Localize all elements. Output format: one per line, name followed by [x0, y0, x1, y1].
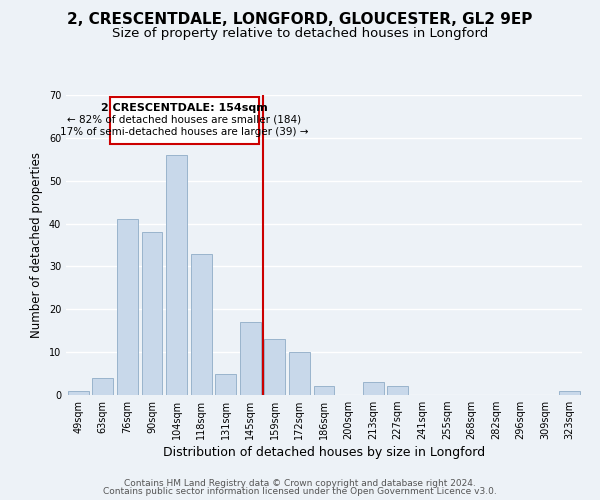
Bar	[387, 386, 408, 395]
Text: Contains public sector information licensed under the Open Government Licence v3: Contains public sector information licen…	[103, 487, 497, 496]
Text: 2 CRESCENTDALE: 154sqm: 2 CRESCENTDALE: 154sqm	[101, 102, 268, 113]
Bar	[117, 220, 138, 395]
Y-axis label: Number of detached properties: Number of detached properties	[30, 152, 43, 338]
Text: ← 82% of detached houses are smaller (184): ← 82% of detached houses are smaller (18…	[67, 114, 302, 124]
Text: 2, CRESCENTDALE, LONGFORD, GLOUCESTER, GL2 9EP: 2, CRESCENTDALE, LONGFORD, GLOUCESTER, G…	[67, 12, 533, 28]
FancyBboxPatch shape	[110, 97, 259, 144]
X-axis label: Distribution of detached houses by size in Longford: Distribution of detached houses by size …	[163, 446, 485, 460]
Bar	[92, 378, 113, 395]
Bar	[289, 352, 310, 395]
Bar	[314, 386, 334, 395]
Text: 17% of semi-detached houses are larger (39) →: 17% of semi-detached houses are larger (…	[61, 127, 309, 137]
Bar	[265, 340, 286, 395]
Text: Size of property relative to detached houses in Longford: Size of property relative to detached ho…	[112, 28, 488, 40]
Bar	[142, 232, 163, 395]
Bar	[559, 390, 580, 395]
Bar	[362, 382, 383, 395]
Text: Contains HM Land Registry data © Crown copyright and database right 2024.: Contains HM Land Registry data © Crown c…	[124, 478, 476, 488]
Bar	[191, 254, 212, 395]
Bar	[240, 322, 261, 395]
Bar	[215, 374, 236, 395]
Bar	[68, 390, 89, 395]
Bar	[166, 155, 187, 395]
